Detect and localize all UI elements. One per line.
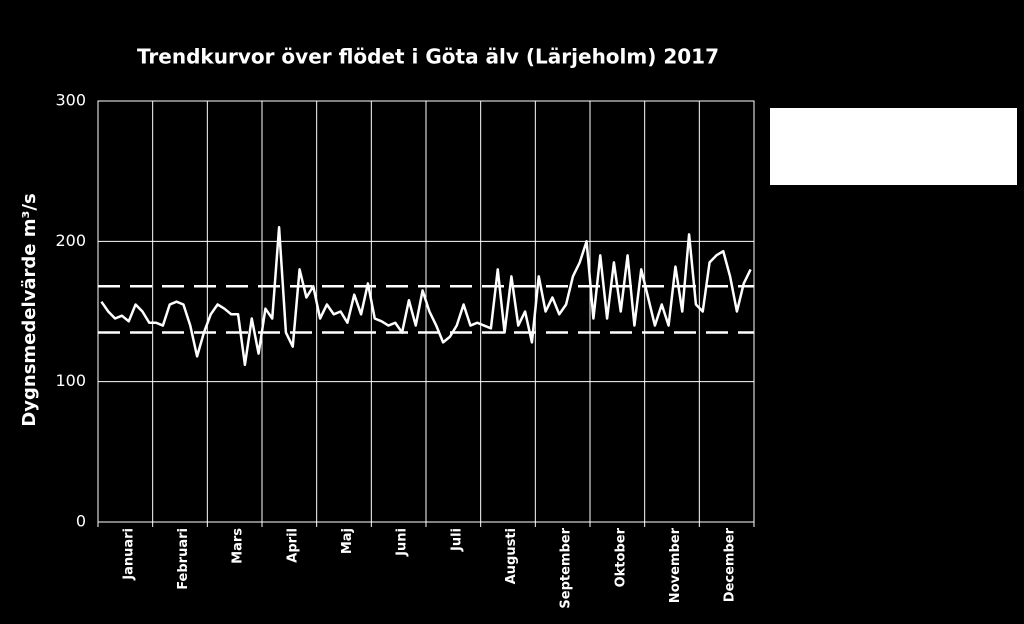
x-tick-label: December — [723, 527, 738, 602]
y-axis-label: Dygnsmedelvärde m³/s — [19, 193, 40, 426]
x-tick-label: September — [559, 527, 574, 608]
x-tick-label: Juni — [395, 528, 410, 557]
y-tick-label: 200 — [55, 231, 86, 250]
x-tick-label: Januari — [121, 528, 136, 581]
x-tick-label: Oktober — [613, 527, 628, 587]
x-tick-label: Juli — [449, 528, 464, 552]
x-tick-label: April — [285, 528, 300, 563]
x-tick-label: Februari — [176, 528, 191, 590]
y-tick-label: 300 — [55, 91, 86, 110]
x-tick-label: Augusti — [504, 528, 519, 584]
x-tick-label: Mars — [231, 528, 246, 564]
data-line — [100, 226, 752, 367]
chart-title: Trendkurvor över flödet i Göta älv (Lärj… — [137, 45, 719, 69]
x-tick-label: Maj — [340, 528, 355, 554]
x-tick-label: November — [668, 527, 683, 603]
legend-box — [770, 108, 1017, 185]
y-tick-label: 0 — [76, 512, 86, 531]
y-tick-label: 100 — [55, 371, 86, 390]
